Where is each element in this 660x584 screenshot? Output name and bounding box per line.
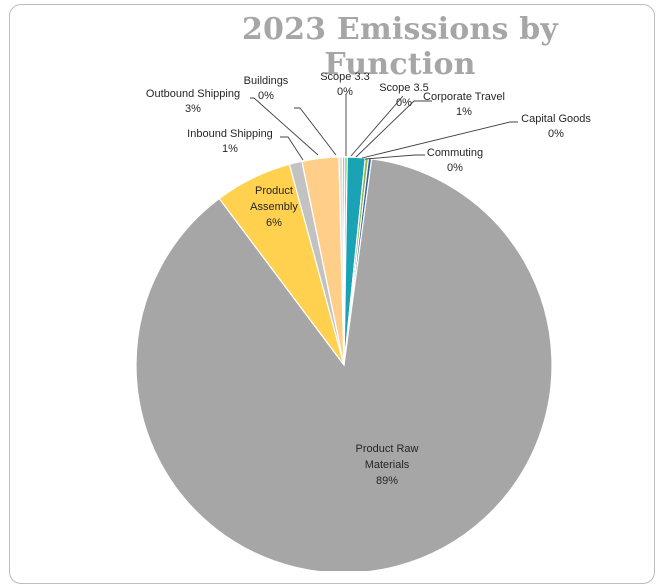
- data-percent-commuting: 0%: [447, 162, 463, 174]
- leader-line-inbound-shipping: [280, 136, 304, 161]
- data-label-capital-goods: Capital Goods: [521, 113, 591, 125]
- leader-line-outbound-shipping: [250, 97, 319, 156]
- data-percent-outbound-shipping: 3%: [185, 103, 201, 115]
- data-label-scope-3-5: Scope 3.5: [379, 82, 429, 94]
- leader-line-corporate-travel: [355, 100, 432, 158]
- data-label-outbound-shipping: Outbound Shipping: [146, 88, 240, 100]
- data-percent-scope-3-5: 0%: [396, 97, 412, 109]
- leader-line-scope-3-5: [350, 95, 404, 157]
- chart-title: 2023 Emissions by Function: [241, 12, 559, 82]
- leader-line-capital-goods: [361, 121, 518, 159]
- data-percent-corporate-travel: 1%: [456, 106, 472, 118]
- data-label-inbound-shipping: Inbound Shipping: [187, 128, 273, 140]
- data-label-commuting: Commuting: [427, 147, 483, 159]
- leader-line-commuting: [364, 154, 425, 160]
- data-label-corporate-travel: Corporate Travel: [423, 91, 505, 103]
- data-label-buildings: Buildings: [244, 75, 289, 87]
- pie-chart: Scope 3.5 0% Corporate Travel 1% Capital Goo…: [135, 71, 591, 571]
- data-percent-capital-goods: 0%: [548, 128, 564, 140]
- data-label-product-assembly: Assembly: [250, 201, 298, 213]
- pie-slice-scope-3-3: [342, 156, 346, 366]
- data-label-product-raw-materials: Product Raw: [356, 443, 419, 455]
- data-percent-product-assembly: 6%: [266, 217, 282, 229]
- leader-line-buildings: [294, 107, 337, 156]
- data-percent-product-raw-materials: 89%: [376, 475, 398, 487]
- data-percent-scope-3-3: 0%: [337, 86, 353, 98]
- data-label-product-assembly: Product: [255, 185, 293, 197]
- data-percent-buildings: 0%: [258, 90, 274, 102]
- data-percent-inbound-shipping: 1%: [222, 143, 238, 155]
- data-label-product-raw-materials: Materials: [365, 459, 410, 471]
- data-label-scope-3-3: Scope 3.3: [320, 71, 370, 83]
- pie-slice-product-raw-materials: [135, 158, 553, 571]
